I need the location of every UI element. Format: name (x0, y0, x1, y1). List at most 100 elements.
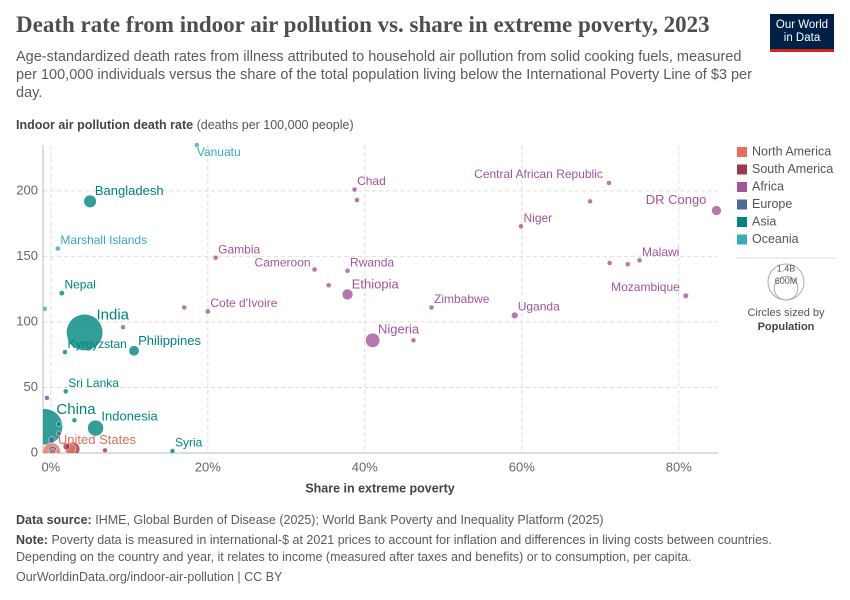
point-label: Zimbabwe (434, 292, 490, 306)
y-tick-label: 150 (16, 248, 38, 263)
x-tick-label: 60% (509, 459, 535, 474)
point (128, 345, 140, 357)
point-label: Uganda (518, 300, 560, 314)
point (48, 436, 56, 444)
size-legend-label: 600M (775, 276, 798, 286)
legend-swatch (737, 182, 747, 192)
legend-label: North America (752, 144, 831, 158)
point-label: DR Congo (646, 192, 707, 207)
point (181, 304, 188, 311)
point-label: Niger (523, 211, 552, 225)
point-label: China (56, 401, 96, 418)
point-label: Gambia (218, 242, 260, 256)
point-label: Sri Lanka (68, 376, 119, 390)
point-label: Central African Republic (474, 167, 603, 181)
note-text: Poverty data is measured in internationa… (16, 533, 772, 564)
point (71, 417, 78, 423)
footer: Data source: IHME, Global Burden of Dise… (16, 512, 816, 589)
point-label: India (97, 306, 130, 323)
point (58, 290, 65, 297)
point-label: Vanuatu (197, 145, 241, 159)
point-label: Indonesia (101, 409, 158, 424)
legend-swatch (737, 199, 747, 210)
y-axis-label-main: Indoor air pollution death rate (16, 118, 193, 132)
legend-label: Asia (752, 214, 776, 228)
legend-swatch (737, 234, 747, 245)
legend-swatch (737, 217, 747, 227)
x-tick-label: 80% (666, 459, 692, 474)
legend-label: South America (752, 162, 833, 176)
note-label: Note: (16, 533, 48, 547)
point (354, 197, 360, 203)
logo[interactable]: Our World in Data (770, 14, 834, 52)
size-legend-title: Circles sized by (747, 307, 825, 319)
point-label: Rwanda (350, 255, 394, 269)
x-axis-label: Share in extreme poverty (305, 481, 454, 495)
point (410, 337, 417, 344)
point (55, 421, 62, 427)
point (606, 260, 613, 266)
point-label: Philippines (138, 333, 201, 348)
x-tick-label: 40% (352, 459, 378, 474)
marks (43, 142, 722, 453)
point (341, 288, 354, 301)
point-label: Nigeria (378, 321, 420, 336)
chart-title: Death rate from indoor air pollution vs.… (16, 12, 710, 37)
y-tick-label: 100 (16, 313, 38, 328)
size-legend-circle (773, 275, 799, 301)
source-label: Data source: (16, 513, 92, 527)
point (511, 311, 519, 319)
point (87, 419, 104, 437)
point (62, 349, 68, 355)
point (624, 261, 631, 268)
point (311, 266, 318, 273)
point-label: Mozambique (611, 280, 680, 294)
point (44, 395, 50, 401)
point (711, 205, 722, 216)
point-label: Syria (175, 436, 203, 450)
point-label: Bangladesh (95, 183, 164, 198)
y-tick-label: 200 (16, 182, 38, 197)
source: Data source: IHME, Global Burden of Dise… (16, 512, 816, 529)
point (62, 442, 71, 451)
legend-label: Europe (752, 197, 792, 211)
point (66, 313, 104, 351)
chart: Indoor air pollution death rate (deaths … (16, 118, 835, 495)
y-axis-label-unit: (deaths per 100,000 people) (197, 118, 354, 132)
x-tick-label: 20% (195, 459, 221, 474)
point-label: United States (58, 432, 137, 447)
point (204, 308, 211, 315)
point (351, 186, 358, 193)
point (43, 306, 48, 312)
url[interactable]: OurWorldinData.org/indoor-air-pollution … (16, 570, 283, 584)
point (55, 430, 62, 437)
legend-swatch (737, 147, 747, 157)
point (102, 447, 108, 453)
point (63, 388, 69, 395)
point (55, 245, 61, 252)
point (83, 194, 97, 208)
point (120, 324, 126, 330)
y-tick-label: 50 (24, 379, 38, 394)
point (428, 304, 435, 311)
legend-swatch (737, 164, 747, 175)
point (194, 142, 200, 148)
chart-subtitle: Age-standardized death rates from illnes… (16, 49, 752, 101)
point (606, 180, 612, 186)
legend-label: Oceania (752, 232, 799, 246)
point-label: Cote d'Ivoire (210, 296, 277, 310)
point-label: Marshall Islands (60, 233, 147, 247)
x-tick-label: 0% (41, 459, 60, 474)
legend-label: Africa (752, 179, 784, 193)
point (682, 292, 689, 299)
point (636, 257, 643, 264)
point (344, 268, 351, 274)
source-text: IHME, Global Burden of Disease (2025); W… (95, 513, 604, 527)
y-tick-label: 0 (31, 444, 38, 459)
note: Note: Poverty data is measured in intern… (16, 532, 816, 566)
point (49, 448, 56, 453)
point-label: Malawi (642, 245, 679, 259)
size-legend-variable: Population (758, 321, 815, 333)
point-label: Cameroon (255, 256, 311, 270)
